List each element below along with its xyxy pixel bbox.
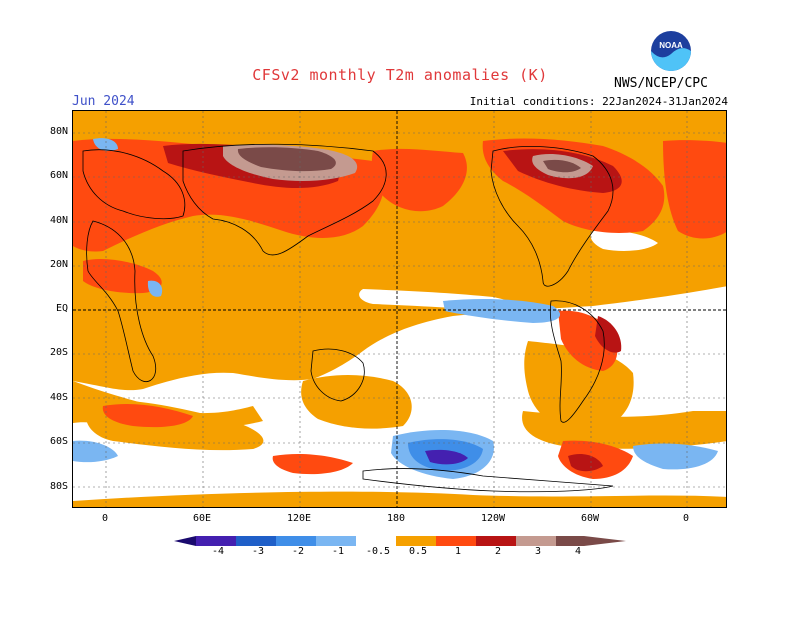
lat-label: 20S — [49, 347, 68, 358]
svg-text:NOAA: NOAA — [659, 41, 683, 50]
lat-label: 40S — [49, 392, 68, 403]
legend-swatch — [316, 536, 356, 546]
warm-anomaly-region — [371, 148, 467, 212]
noaa-logo-icon: NOAA — [651, 31, 691, 71]
legend-tick: 2 — [494, 546, 502, 557]
legend-tick: -3 — [251, 546, 265, 557]
legend-tick: 4 — [574, 546, 582, 557]
legend-swatch — [276, 536, 316, 546]
lat-label: 80S — [49, 481, 68, 492]
cool-anomaly-region — [425, 449, 468, 465]
cool-anomaly-region — [633, 443, 718, 470]
lon-label: 60E — [192, 513, 212, 524]
legend-tick: -0.5 — [365, 546, 391, 557]
warm-anomaly-region — [272, 453, 353, 475]
lon-label: 120E — [286, 513, 312, 524]
legend-tick: 3 — [534, 546, 542, 557]
neutral-region — [590, 230, 658, 251]
legend-swatch — [174, 536, 196, 546]
forecast-month: Jun 2024 — [72, 94, 135, 109]
warm-anomaly-region — [83, 259, 162, 294]
anomaly-field — [73, 111, 726, 507]
lat-label: 40N — [49, 215, 68, 226]
cool-anomaly-region — [73, 440, 118, 463]
anomaly-map — [72, 110, 727, 508]
strong-warm-region — [568, 454, 603, 472]
legend-swatch — [436, 536, 476, 546]
legend-swatch — [396, 536, 436, 546]
legend-tick: -2 — [291, 546, 305, 557]
cool-anomaly-region — [147, 280, 163, 297]
strong-warm-region — [595, 316, 622, 353]
graticule — [73, 111, 726, 507]
legend-swatch — [516, 536, 556, 546]
legend-tick: 0.5 — [408, 546, 428, 557]
warm-anomaly-region — [522, 411, 726, 449]
lat-label: 60N — [49, 170, 68, 181]
lat-label: EQ — [55, 303, 68, 314]
legend-tick: -1 — [331, 546, 345, 557]
color-scale — [174, 536, 626, 546]
warm-anomaly-region — [73, 491, 726, 507]
warm-anomaly-region — [301, 375, 412, 429]
legend-tick: -4 — [211, 546, 225, 557]
legend-swatch — [356, 536, 396, 546]
coastlines — [82, 143, 614, 493]
lon-label: 0 — [101, 513, 109, 524]
lon-label: 0 — [682, 513, 690, 524]
legend-swatch — [196, 536, 236, 546]
legend-swatch — [556, 536, 584, 546]
warm-anomaly-region — [102, 404, 193, 428]
map-title: CFSv2 monthly T2m anomalies (K) — [252, 66, 548, 84]
initial-conditions: Initial conditions: 22Jan2024-31Jan2024 — [469, 95, 728, 108]
lat-label: 20N — [49, 259, 68, 270]
lon-label: 120W — [480, 513, 506, 524]
agency-label: NWS/NCEP/CPC — [614, 76, 708, 91]
legend-swatch — [584, 536, 626, 546]
lat-label: 60S — [49, 436, 68, 447]
extreme-warm-region — [237, 147, 336, 172]
cool-anomaly-region — [93, 138, 118, 151]
legend-tick: 1 — [454, 546, 462, 557]
warm-anomaly-region — [663, 140, 726, 239]
reference-lines — [73, 111, 726, 507]
lat-label: 80N — [49, 126, 68, 137]
cool-anomaly-region — [443, 298, 561, 323]
lon-label: 60W — [580, 513, 600, 524]
lon-label: 180 — [386, 513, 406, 524]
legend-swatch — [476, 536, 516, 546]
legend-swatch — [236, 536, 276, 546]
extreme-warm-region — [543, 159, 581, 173]
